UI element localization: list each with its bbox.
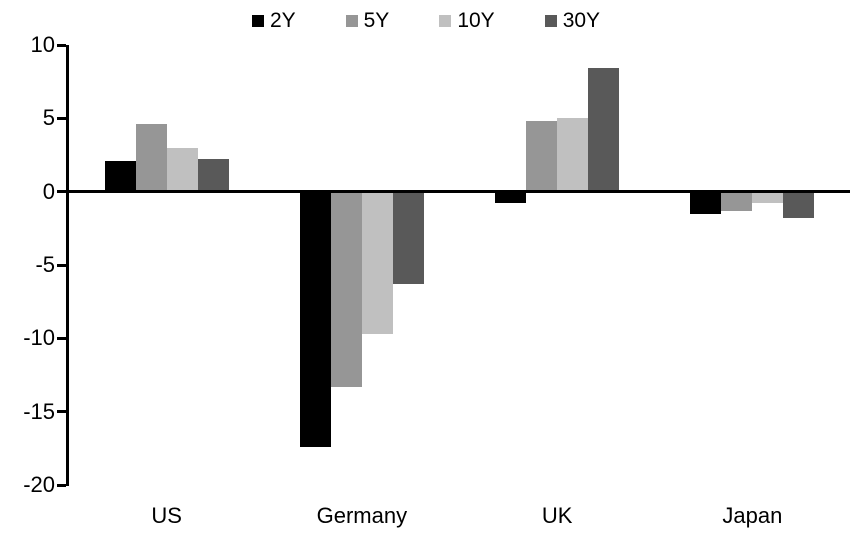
bar-germany-30y [392, 191, 424, 285]
legend-label: 30Y [562, 9, 601, 32]
legend-swatch-icon [439, 15, 452, 27]
bar-japan-10y [752, 191, 784, 204]
bar-japan-30y [783, 191, 815, 219]
legend-item-30y: 30Y [544, 9, 601, 32]
bar-cluster [690, 45, 815, 485]
bar-us-30y [197, 159, 229, 192]
bar-group-us [69, 45, 264, 485]
y-axis-tick-label: -15 [23, 398, 55, 424]
bar-us-5y [135, 124, 167, 192]
legend-label: 5Y [363, 9, 390, 32]
legend-swatch-icon [544, 15, 557, 27]
y-axis-tick [57, 263, 66, 267]
bar-cluster [495, 45, 620, 485]
bar-cluster [104, 45, 229, 485]
plot-area: 10 5 0 -5 -10 -15 -20 US Germany UK Japan [23, 32, 850, 528]
bar-us-10y [166, 147, 198, 192]
y-axis-tick [57, 483, 66, 487]
chart-legend: 2Y 5Y 10Y 30Y [0, 10, 852, 32]
y-axis-line [66, 45, 69, 486]
bar-uk-10y [557, 118, 589, 192]
legend-item-5y: 5Y [345, 9, 390, 32]
x-axis-label-japan: Japan [722, 503, 783, 528]
legend-label: 2Y [269, 9, 296, 32]
y-axis-tick-label: -10 [23, 325, 55, 351]
legend-swatch-icon [345, 15, 358, 27]
y-axis-tick [57, 410, 66, 414]
bar-group-germany [264, 45, 459, 485]
x-axis-label-germany: Germany [316, 503, 408, 528]
y-axis-tick [57, 190, 66, 194]
bar-uk-5y [526, 121, 558, 192]
bar-cluster [299, 45, 424, 485]
legend-item-2y: 2Y [251, 9, 296, 32]
y-axis-tick-label: -5 [35, 252, 55, 277]
legend-label: 10Y [457, 9, 495, 32]
y-axis-tick-label: 10 [30, 32, 55, 57]
legend-item-10y: 10Y [439, 9, 495, 32]
x-axis-label-us: US [151, 503, 182, 528]
y-axis-tick [57, 116, 66, 120]
zero-baseline [66, 190, 850, 194]
bar-group-uk [460, 45, 655, 485]
x-axis-label-uk: UK [541, 503, 573, 528]
bar-us-2y [104, 160, 136, 192]
y-axis-tick [57, 43, 66, 47]
y-axis-tick [57, 336, 66, 340]
y-axis-tick-label: 0 [42, 178, 55, 204]
bar-germany-5y [330, 191, 362, 387]
legend-swatch-icon [251, 15, 264, 27]
bar-japan-2y [690, 191, 722, 214]
bar-germany-10y [361, 191, 393, 334]
y-axis-tick-label: 5 [42, 105, 55, 131]
bar-group-japan [655, 45, 850, 485]
bar-uk-2y [495, 191, 527, 204]
y-axis-tick-label: -20 [23, 472, 55, 497]
bar-germany-2y [299, 191, 331, 447]
bar-uk-30y [588, 68, 620, 192]
bar-japan-5y [721, 191, 753, 211]
